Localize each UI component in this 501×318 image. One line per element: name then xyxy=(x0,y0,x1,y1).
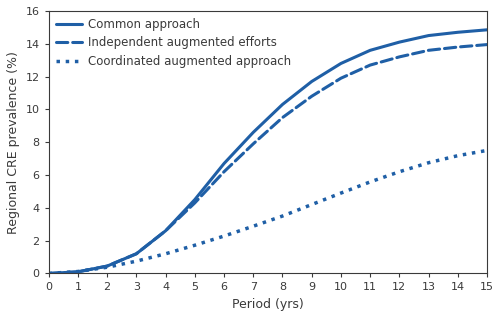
Coordinated augmented approach xyxy=(250,224,256,228)
Common approach xyxy=(367,48,373,52)
Independent augmented efforts xyxy=(338,76,344,80)
Line: Coordinated augmented approach: Coordinated augmented approach xyxy=(49,150,487,273)
Line: Common approach: Common approach xyxy=(49,30,487,273)
Common approach xyxy=(396,40,402,44)
Common approach xyxy=(46,272,52,275)
Independent augmented efforts xyxy=(280,116,286,120)
Independent augmented efforts xyxy=(221,170,227,174)
Common approach xyxy=(104,264,110,268)
Common approach xyxy=(484,28,490,32)
Coordinated augmented approach xyxy=(192,243,198,247)
Coordinated augmented approach xyxy=(133,259,139,263)
Independent augmented efforts xyxy=(192,201,198,205)
Common approach xyxy=(455,30,461,34)
Coordinated augmented approach xyxy=(280,214,286,218)
Independent augmented efforts xyxy=(396,55,402,59)
Y-axis label: Regional CRE prevalence (%): Regional CRE prevalence (%) xyxy=(7,51,20,234)
Independent augmented efforts xyxy=(46,272,52,275)
Coordinated augmented approach xyxy=(396,170,402,174)
Independent augmented efforts xyxy=(104,264,110,268)
Coordinated augmented approach xyxy=(104,265,110,269)
Common approach xyxy=(133,252,139,256)
Coordinated augmented approach xyxy=(75,270,81,273)
Coordinated augmented approach xyxy=(46,272,52,275)
Independent augmented efforts xyxy=(425,48,431,52)
Coordinated augmented approach xyxy=(425,161,431,165)
Common approach xyxy=(250,130,256,134)
Coordinated augmented approach xyxy=(162,252,168,256)
Line: Independent augmented efforts: Independent augmented efforts xyxy=(49,45,487,273)
Coordinated augmented approach xyxy=(221,234,227,238)
Independent augmented efforts xyxy=(250,142,256,146)
Independent augmented efforts xyxy=(162,229,168,233)
Common approach xyxy=(309,80,315,83)
Coordinated augmented approach xyxy=(309,203,315,206)
Independent augmented efforts xyxy=(75,270,81,274)
Independent augmented efforts xyxy=(484,43,490,46)
Independent augmented efforts xyxy=(133,252,139,256)
Common approach xyxy=(192,198,198,202)
Common approach xyxy=(221,162,227,165)
Common approach xyxy=(338,62,344,66)
Coordinated augmented approach xyxy=(367,180,373,184)
Common approach xyxy=(75,270,81,274)
Independent augmented efforts xyxy=(455,45,461,49)
Common approach xyxy=(280,103,286,107)
Coordinated augmented approach xyxy=(455,154,461,158)
Coordinated augmented approach xyxy=(484,149,490,152)
Common approach xyxy=(162,229,168,233)
X-axis label: Period (yrs): Period (yrs) xyxy=(232,298,304,311)
Coordinated augmented approach xyxy=(338,191,344,195)
Independent augmented efforts xyxy=(367,63,373,67)
Common approach xyxy=(425,34,431,38)
Independent augmented efforts xyxy=(309,94,315,98)
Legend: Common approach, Independent augmented efforts, Coordinated augmented approach: Common approach, Independent augmented e… xyxy=(54,16,293,70)
